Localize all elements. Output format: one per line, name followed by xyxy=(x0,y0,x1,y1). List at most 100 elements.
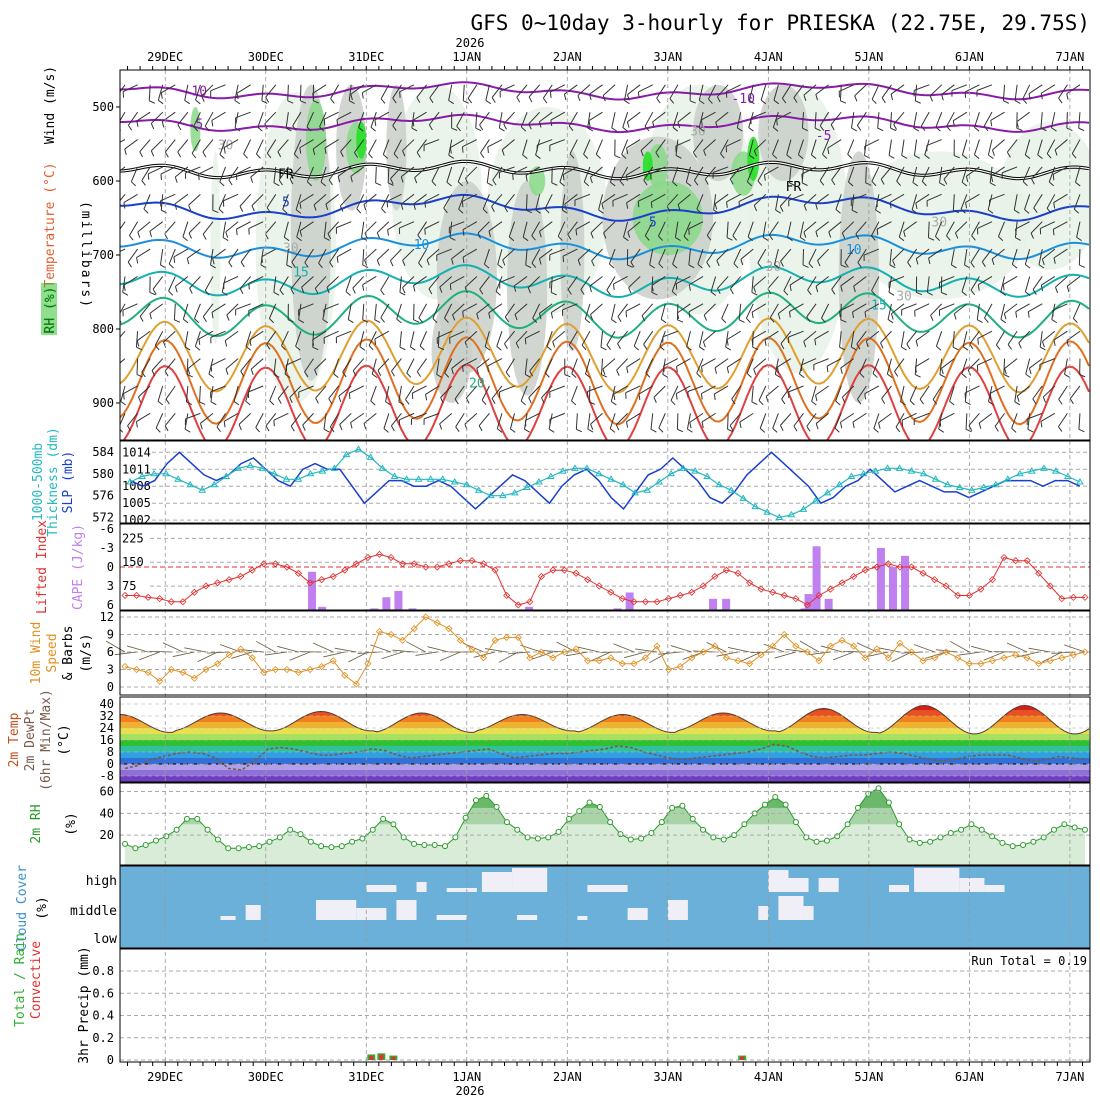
wind-barb-flag xyxy=(312,346,319,351)
wind-barb xyxy=(895,413,905,428)
wind-barb xyxy=(496,413,503,429)
wind-barb xyxy=(788,193,804,201)
contour-label: 30 xyxy=(690,125,706,140)
wind-barb xyxy=(387,221,402,231)
wind-barb-flag xyxy=(552,341,556,348)
thickness-marker xyxy=(162,469,171,477)
thickness-label-2: Thickness (dm) xyxy=(46,427,61,537)
wind-barb xyxy=(575,221,591,230)
wind-barb xyxy=(751,330,767,340)
wind-barb-flag xyxy=(127,124,133,131)
wind-barb xyxy=(285,112,289,129)
wind10m-barb xyxy=(565,651,588,657)
wind-barb xyxy=(487,358,503,367)
rh-line xyxy=(124,787,1086,849)
wind-barb xyxy=(623,221,629,238)
rh-marker xyxy=(710,834,717,841)
wind-barb-flag xyxy=(243,153,248,159)
rh-marker xyxy=(534,835,541,842)
wind-barb xyxy=(136,358,139,375)
wind-barb xyxy=(590,303,603,315)
thickness-line xyxy=(129,448,1081,519)
wind-barb-flag xyxy=(129,235,134,241)
thickness-marker xyxy=(330,464,339,471)
wind-barb-flag xyxy=(350,176,353,183)
wind-speed-marker xyxy=(503,633,511,641)
thickness-marker xyxy=(967,486,976,493)
wind-barb-flag xyxy=(1028,368,1032,375)
wind-barb-flag xyxy=(328,398,333,404)
wind-barb xyxy=(391,358,402,372)
wind-barb-flag xyxy=(941,291,948,296)
wind-barb xyxy=(1028,303,1043,313)
wind-barb-flag xyxy=(538,313,542,320)
wind-barb-flag xyxy=(814,339,817,346)
li-labels: Lifted Index CAPE (J/kg) xyxy=(35,520,86,614)
wind-barb-flag xyxy=(428,124,433,131)
wind-barb-flag xyxy=(881,398,886,405)
wind-barb-flag xyxy=(487,146,489,153)
wind-barb-flag xyxy=(726,237,733,241)
wind-barb xyxy=(564,193,578,205)
wind-barb-flag xyxy=(815,286,819,293)
wind-barb xyxy=(1058,84,1068,99)
thickness-marker xyxy=(583,464,591,471)
cape-bar xyxy=(888,567,897,610)
wind-barb-flag xyxy=(1048,181,1055,187)
wind-barb xyxy=(512,166,528,175)
wind-barb xyxy=(513,276,528,287)
wind-barb-flag xyxy=(111,147,112,153)
wind-barb-flag xyxy=(210,401,217,406)
wind-barb-flag xyxy=(793,97,798,103)
wind-barb xyxy=(398,385,402,402)
wind-barb xyxy=(921,166,930,182)
wind-barb-flag xyxy=(405,399,410,405)
wind-barb-flag xyxy=(492,179,497,186)
wind-barb xyxy=(431,166,440,182)
wind-barb-flag xyxy=(977,338,979,345)
wind-barb xyxy=(640,139,654,151)
wind10m-barb xyxy=(959,651,981,656)
wind-barb xyxy=(348,84,352,101)
wind-barb-flag xyxy=(641,315,646,322)
wind-barb xyxy=(371,358,377,375)
wind-barb xyxy=(656,84,666,99)
wind10m-barb xyxy=(312,642,334,653)
wind-barb-flag xyxy=(840,319,847,323)
wind-barb-flag xyxy=(627,94,630,101)
wind-barb xyxy=(706,248,716,263)
wind-barb-flag xyxy=(314,369,318,376)
thickness-marker xyxy=(402,475,411,482)
wind-barb xyxy=(333,358,340,374)
wind-barb-flag xyxy=(1058,426,1063,432)
wind-barb xyxy=(1031,166,1043,180)
wind-barb-flag xyxy=(788,311,791,318)
wind-speed-marker xyxy=(294,668,303,676)
wind-barb xyxy=(1064,358,1068,375)
wind-barb-flag xyxy=(380,317,385,323)
wind-barb xyxy=(173,248,189,258)
wind-barb-flag xyxy=(302,424,306,431)
wind-barb-flag xyxy=(1016,121,1019,128)
wind-barb xyxy=(160,194,164,211)
wind-barb-flag xyxy=(938,428,945,433)
wind-barb xyxy=(182,221,189,238)
wind-barb-flag xyxy=(475,127,482,132)
wind-barb-flag xyxy=(226,314,230,321)
wind-barb xyxy=(363,412,377,424)
wind-barb xyxy=(439,276,453,288)
li-marker xyxy=(190,588,198,596)
wind-barb xyxy=(462,358,478,367)
thickness-marker xyxy=(691,467,700,474)
li-marker xyxy=(422,563,430,571)
wind-barb xyxy=(370,112,377,128)
wind-barb xyxy=(376,221,390,234)
wind-barb xyxy=(677,193,691,205)
wind-barb xyxy=(657,221,666,237)
run-total: Run Total = 0.19 xyxy=(971,954,1087,968)
wind-barb xyxy=(920,111,930,127)
rh-marker xyxy=(380,815,387,822)
wind-barb xyxy=(498,112,503,129)
wind-barb-flag xyxy=(1079,374,1086,378)
wind-barb-flag xyxy=(706,262,711,268)
